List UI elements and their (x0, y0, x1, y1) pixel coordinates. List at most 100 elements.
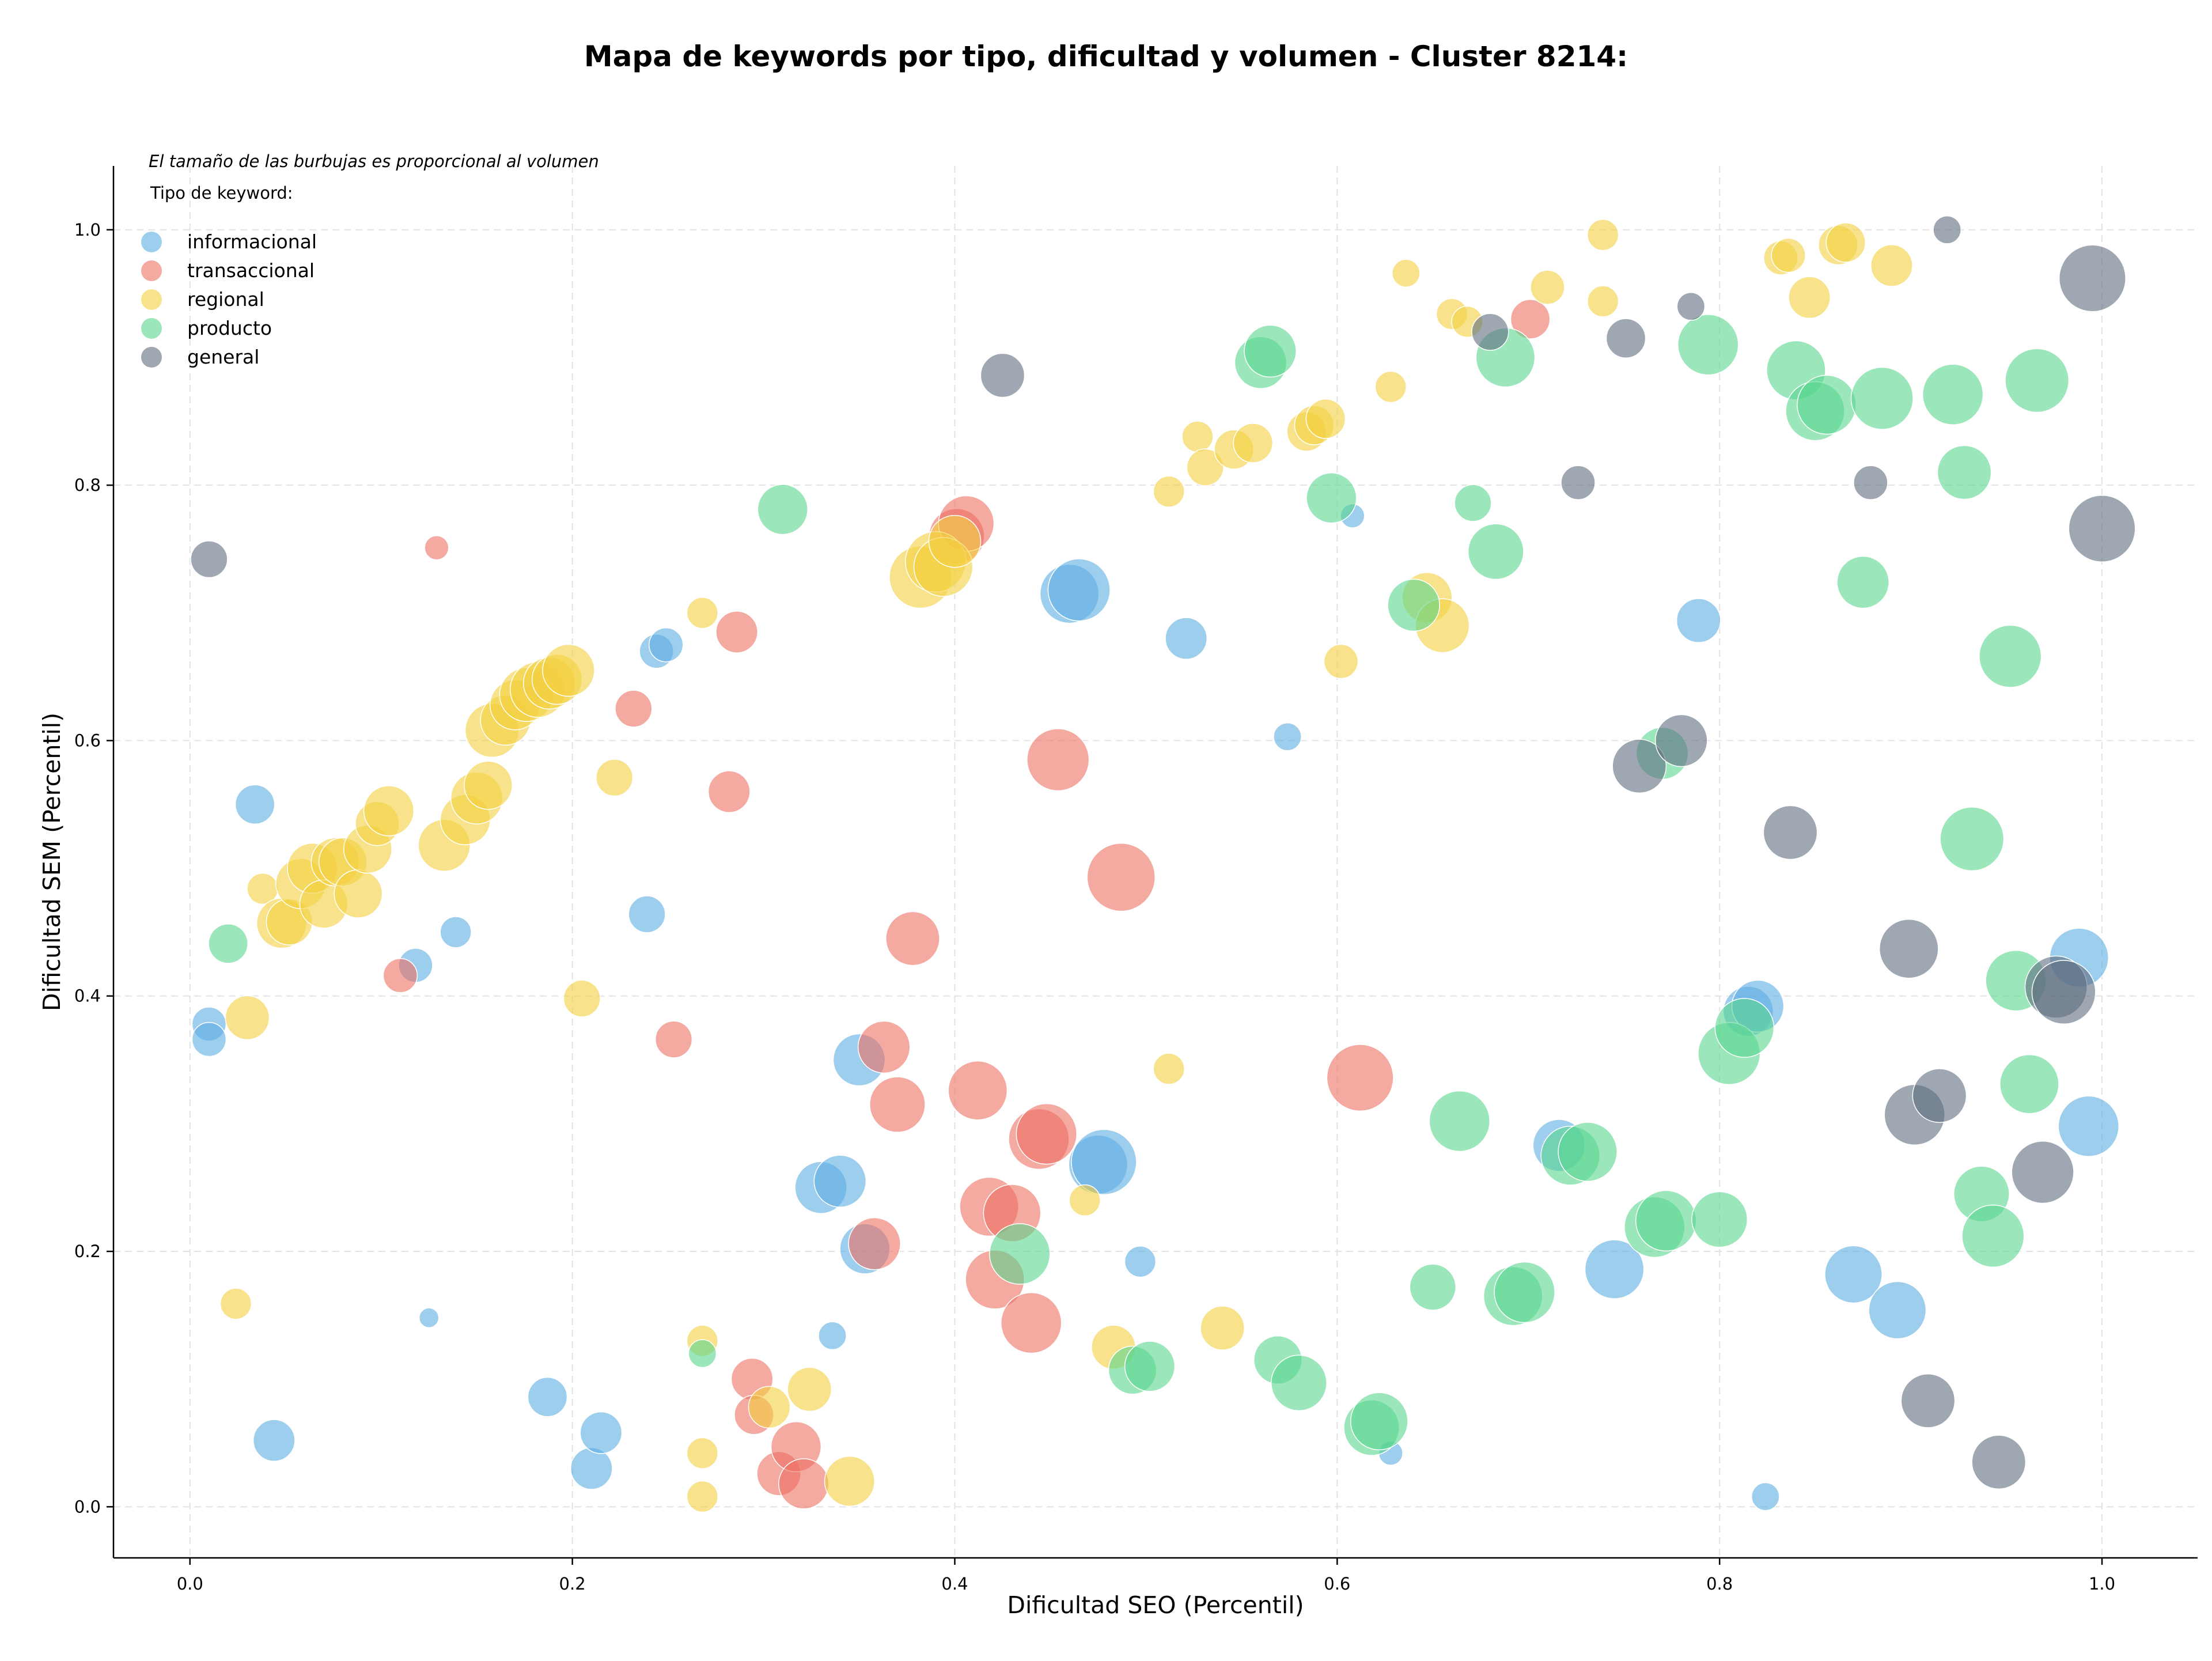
bubble-informacional (1676, 598, 1721, 643)
bubble-regional (219, 1288, 252, 1320)
bubble-general (1971, 1435, 2027, 1490)
axes (112, 166, 2198, 1559)
bubble-producto (1409, 1263, 1456, 1311)
bubble-informacional (1047, 558, 1111, 622)
bubble-regional (596, 759, 634, 797)
x-tick-label: 0.4 (941, 1574, 968, 1594)
series-regional (219, 219, 1913, 1513)
bubble-producto (1244, 324, 1297, 378)
x-ticks: 0.0 0.2 0.4 0.6 0.8 1.0 (177, 1558, 2115, 1594)
y-tick-label: 0.2 (74, 1242, 101, 1261)
bubble-regional (1374, 370, 1407, 403)
x-axis-label: Dificultad SEO (Percentil) (1007, 1591, 1304, 1619)
bubble-regional (1530, 270, 1565, 305)
legend-label: regional (187, 288, 264, 311)
y-tick-label: 0.8 (74, 475, 101, 495)
bubble-producto (1714, 998, 1775, 1058)
bubble-regional (464, 760, 513, 810)
bubble-regional (787, 1367, 832, 1412)
bubble-regional (824, 1455, 876, 1507)
bubble-transaccional (1326, 1044, 1394, 1112)
bubble-transaccional (869, 1076, 926, 1133)
bubble-regional (1153, 475, 1185, 508)
bubble-informacional (527, 1376, 568, 1417)
bubble-producto (989, 1223, 1051, 1285)
x-tick-label: 1.0 (2089, 1574, 2115, 1594)
legend-title: Tipo de keyword: (150, 183, 293, 203)
bubble-regional (686, 597, 719, 629)
bubble-transaccional (1510, 299, 1551, 339)
bubble-general (2068, 494, 2136, 562)
bubble-regional (1587, 219, 1619, 251)
bubble-producto (1979, 625, 2042, 688)
bubble-general (1560, 465, 1596, 500)
bubble-regional (1186, 448, 1224, 486)
bubble-transaccional (707, 770, 751, 813)
bubble-regional (563, 979, 601, 1017)
bubble-informacional (1868, 1281, 1927, 1340)
bubble-regional (1587, 285, 1619, 317)
legend: El tamaño de las burbujas es proporciona… (141, 152, 599, 368)
bubble-general (190, 540, 228, 578)
bubble-regional (1788, 276, 1831, 319)
x-tick-label: 0.0 (177, 1574, 203, 1594)
bubble-transaccional (1086, 842, 1156, 912)
bubble-informacional (813, 1155, 867, 1208)
bubble-producto (1467, 523, 1524, 580)
bubble-informacional (579, 1411, 623, 1454)
bubble-informacional (2058, 1095, 2120, 1157)
bubble-producto (757, 484, 808, 535)
bubble-informacional (418, 1307, 440, 1329)
bubble-producto (688, 1339, 717, 1368)
legend-marker (141, 318, 162, 339)
bubble-informacional (191, 1021, 227, 1057)
bubble-general (1471, 313, 1509, 351)
grid (113, 166, 2198, 1558)
bubble-informacional (440, 916, 472, 948)
bubble-informacional (818, 1321, 847, 1350)
bubble-informacional (234, 784, 275, 825)
bubble-regional (334, 869, 383, 918)
legend-marker (141, 260, 162, 281)
bubble-producto (1494, 1261, 1555, 1323)
series-producto (208, 314, 2070, 1456)
bubble-transaccional (1001, 1292, 1062, 1354)
bubble-transaccional (715, 611, 758, 653)
x-tick-label: 0.6 (1324, 1574, 1350, 1594)
bubble-regional (363, 785, 415, 837)
bubble-general (1676, 292, 1706, 321)
bubble-transaccional (1027, 728, 1090, 792)
bubble-general (1878, 918, 1939, 979)
bubble-general (1654, 714, 1708, 767)
bubble-producto (1635, 1190, 1697, 1252)
bubble-general (980, 353, 1025, 398)
bubble-informacional (1584, 1239, 1645, 1299)
bubble-informacional (1751, 1482, 1780, 1511)
bubble-transaccional (857, 1020, 911, 1074)
bubble-informacional (1165, 617, 1207, 660)
bubble-producto (1429, 1090, 1491, 1152)
bubble-transaccional (948, 1060, 1008, 1121)
bubble-producto (1797, 374, 1857, 435)
bubble-producto (1850, 366, 1914, 430)
bubble-producto (1558, 1122, 1618, 1182)
bubble-regional (1870, 244, 1913, 287)
legend-marker (141, 347, 162, 368)
y-axis-label: Dificultad SEM (Percentil) (38, 713, 66, 1011)
bubble-general (1933, 215, 1962, 244)
bubble-producto (1271, 1354, 1327, 1412)
bubble-producto (1961, 1204, 2025, 1268)
bubble-general (1763, 805, 1818, 860)
series-general (190, 215, 2136, 1490)
bubble-producto (1677, 314, 1739, 376)
bubble-general (2058, 244, 2126, 312)
bubble-producto (1454, 484, 1492, 522)
bubble-informacional (252, 1419, 296, 1462)
y-tick-label: 1.0 (74, 220, 101, 240)
bubble-regional (1200, 1306, 1245, 1350)
bubbles-layer (190, 215, 2136, 1513)
bubble-general (2011, 1141, 2074, 1204)
legend-note: El tamaño de las burbujas es proporciona… (149, 152, 599, 171)
bubble-general (1900, 1373, 1956, 1428)
